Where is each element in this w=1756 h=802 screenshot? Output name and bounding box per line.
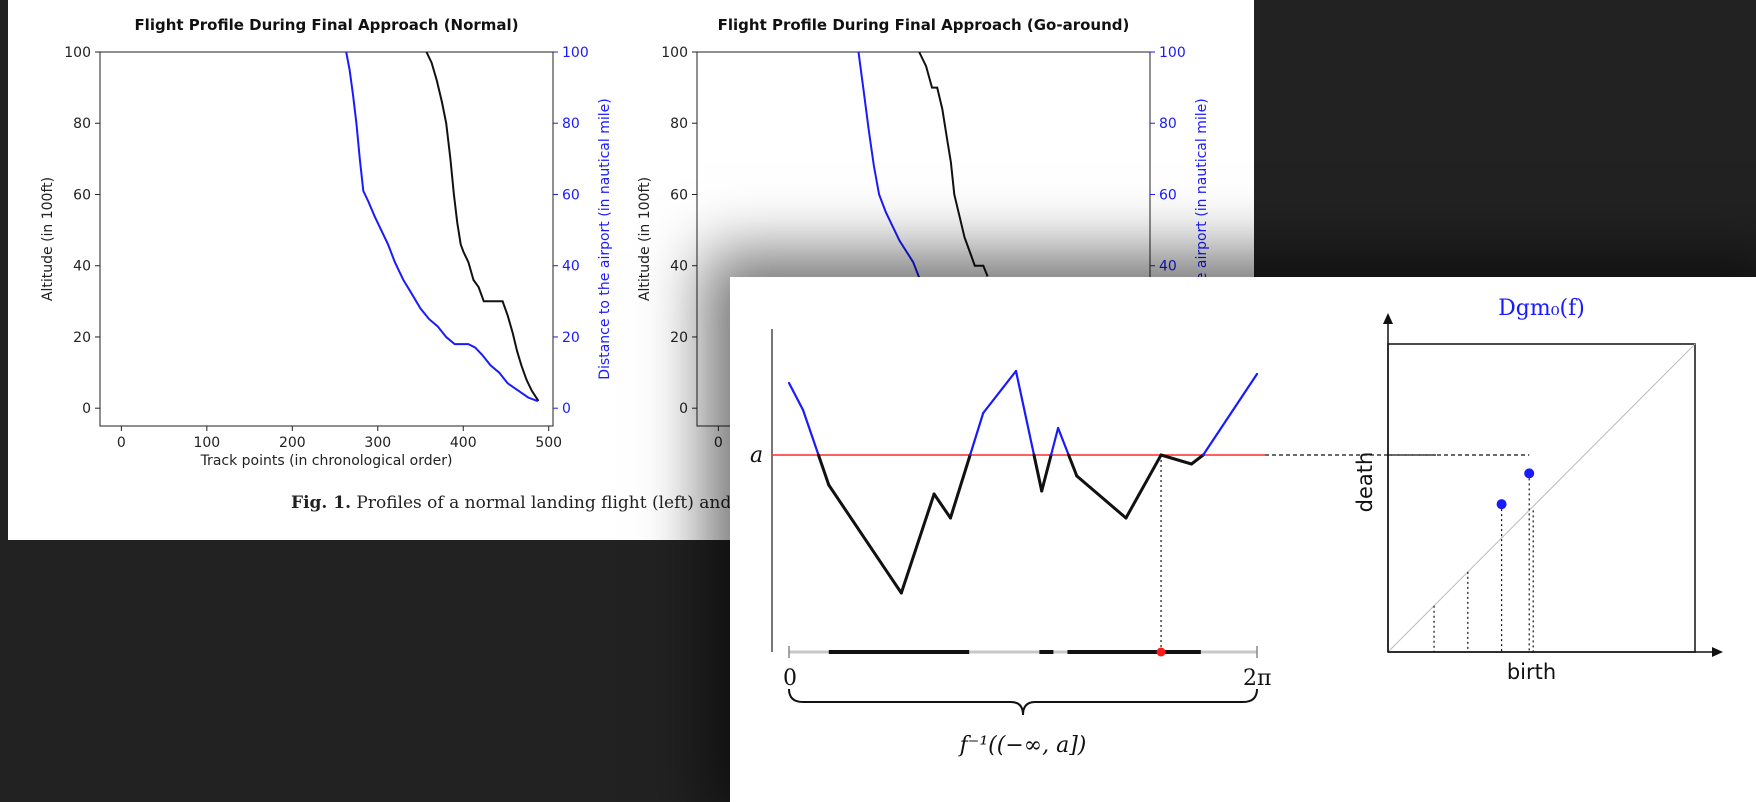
sublevel-set-illustration: a 0 2π f⁻¹((−∞, a]) Dgm₀(f) birth death [750, 296, 1723, 758]
y-tick-label: 100 [661, 45, 688, 61]
altitude-line [918, 51, 989, 277]
y-tick-label: 60 [670, 187, 688, 203]
curve-segment-below [816, 453, 831, 487]
death-label: death [1353, 452, 1377, 513]
curve-segment-above [1049, 426, 1060, 457]
y2-tick-label: 100 [1159, 45, 1186, 61]
chart-panel-1: Flight Profile During Final Approach (No… [40, 16, 613, 469]
y2-tick-label: 40 [1159, 259, 1177, 275]
caption-text: Profiles of a normal landing flight (lef… [356, 493, 732, 513]
x-tick-label: 100 [193, 435, 220, 451]
curve-segment-below [948, 453, 972, 520]
curve-segment-above [982, 369, 1018, 415]
domain-two-pi-label: 2π [1243, 666, 1271, 691]
curve-segment-below [1040, 453, 1053, 493]
y-tick-label: 80 [73, 116, 91, 132]
diagram-title: Dgm₀(f) [1498, 296, 1585, 321]
paper-figure-flight-profiles: Flight Profile During Final Approach (No… [8, 0, 1254, 540]
persistence-point [1524, 468, 1535, 479]
curve-segment-above [1057, 426, 1070, 457]
y-axis-label: Altitude (in 100ft) [40, 177, 56, 301]
curve-segment-below [1067, 453, 1079, 478]
y-tick-label: 60 [73, 187, 91, 203]
y-tick-label: 40 [670, 259, 688, 275]
y-axis-label: Altitude (in 100ft) [637, 177, 653, 301]
death-axis-arrow [1383, 313, 1393, 324]
curve-segment-below [1159, 453, 1193, 466]
y2-tick-label: 20 [562, 330, 580, 346]
y-tick-label: 0 [82, 401, 91, 417]
chart-title: Flight Profile During Final Approach (Go… [718, 16, 1130, 34]
x-tick-label: 300 [364, 435, 391, 451]
y2-axis-label: Distance to the airport (in nautical mil… [597, 98, 613, 379]
persistence-diagram-figure: a 0 2π f⁻¹((−∞, a]) Dgm₀(f) birth death [730, 277, 1756, 802]
y2-tick-label: 80 [1159, 116, 1177, 132]
x-tick-label: 400 [450, 435, 477, 451]
curve-segment-below [899, 492, 936, 595]
curve-segment-below [1075, 474, 1128, 520]
altitude-line [425, 51, 540, 402]
level-a-label: a [750, 443, 763, 468]
curve-segment-above [787, 381, 805, 412]
persistence-point [1496, 499, 1507, 510]
curve-segment-above [1202, 372, 1259, 457]
y2-tick-label: 80 [562, 116, 580, 132]
curve-segment-below [827, 483, 903, 595]
y-tick-label: 100 [64, 45, 91, 61]
y-tick-label: 0 [679, 401, 688, 417]
y-tick-label: 80 [670, 116, 688, 132]
chart-title: Flight Profile During Final Approach (No… [134, 16, 518, 34]
y2-tick-label: 60 [562, 187, 580, 203]
y2-tick-label: 100 [562, 45, 589, 61]
preimage-brace [788, 688, 1258, 716]
y-tick-label: 40 [73, 259, 91, 275]
curve-segment-below [1032, 453, 1044, 493]
preimage-label: f⁻¹((−∞, a]) [958, 733, 1087, 758]
curve-segment-below [1124, 453, 1163, 520]
curve-segment-below [932, 492, 952, 520]
y2-tick-label: 0 [562, 401, 571, 417]
birth-axis-arrow [1712, 647, 1723, 657]
y-tick-label: 20 [73, 330, 91, 346]
y-tick-label: 20 [670, 330, 688, 346]
curve-segment-below [1189, 453, 1205, 466]
curve-segment-above [801, 408, 820, 457]
x-axis-label: Track points (in chronological order) [200, 453, 453, 469]
x-tick-label: 500 [535, 435, 562, 451]
x-tick-label: 200 [279, 435, 306, 451]
y2-tick-label: 60 [1159, 187, 1177, 203]
curve-segment-above [1014, 369, 1036, 457]
figure-caption: Fig. 1. Profiles of a normal landing fli… [291, 493, 731, 513]
marked-point [1156, 647, 1166, 657]
x-tick-label: 0 [714, 435, 723, 451]
domain-zero-label: 0 [783, 666, 797, 691]
y2-tick-label: 40 [562, 259, 580, 275]
plot-frame [99, 51, 554, 427]
x-tick-label: 0 [117, 435, 126, 451]
distance-line [345, 51, 538, 403]
distance-line [857, 51, 922, 281]
diagonal-line [1387, 343, 1696, 653]
birth-label: birth [1507, 660, 1556, 684]
curve-segment-above [969, 411, 985, 457]
caption-label: Fig. 1. [291, 493, 351, 513]
